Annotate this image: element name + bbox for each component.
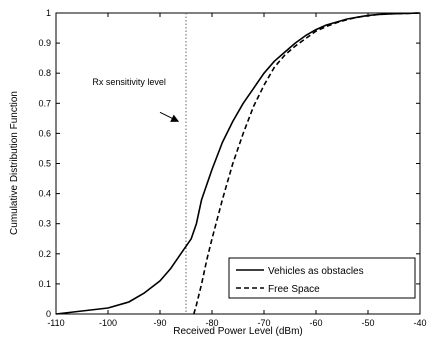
x-tick-label: -40 — [413, 318, 426, 328]
series-layer — [55, 12, 421, 315]
annotation: Rx sensitivity level — [92, 77, 180, 122]
x-tick-label: -80 — [205, 318, 218, 328]
y-axis-ticks: 0 0.1 0.2 0.3 0.4 0.5 0.6 0.7 0.8 0.9 1 — [38, 8, 420, 319]
y-tick-label: 0.2 — [38, 249, 51, 259]
y-axis-label: Cumulative Distribution Function — [9, 91, 20, 235]
y-tick-label: 0 — [46, 309, 51, 319]
y-tick-label: 0.9 — [38, 38, 51, 48]
y-tick-label: 0.3 — [38, 219, 51, 229]
x-axis-ticks: -110 -100 -90 -80 -70 -60 -50 -40 — [47, 13, 427, 328]
legend-label-freespace: Free Space — [268, 284, 320, 295]
y-tick-label: 0.4 — [38, 189, 51, 199]
x-tick-label: -90 — [153, 318, 166, 328]
y-tick-label: 0.8 — [38, 68, 51, 78]
y-tick-label: 0.1 — [38, 279, 51, 289]
x-tick-label: -110 — [47, 318, 64, 328]
legend-box — [228, 257, 416, 299]
x-tick-label: -100 — [99, 318, 117, 328]
y-tick-label: 0.6 — [38, 128, 51, 138]
annotation-arrow — [159, 111, 180, 122]
x-tick-label: -70 — [257, 318, 270, 328]
x-tick-label: -60 — [309, 318, 322, 328]
x-axis-label: Received Power Level (dBm) — [173, 326, 303, 337]
y-tick-label: 0.7 — [38, 98, 51, 108]
y-tick-label: 1 — [46, 8, 51, 18]
series-line-freespace — [193, 12, 421, 315]
y-tick-label: 0.5 — [38, 159, 51, 169]
legend: Vehicles as obstacles Free Space — [228, 257, 416, 299]
annotation-text: Rx sensitivity level — [92, 77, 166, 87]
x-tick-label: -50 — [361, 318, 374, 328]
legend-label-vehicles: Vehicles as obstacles — [268, 266, 364, 277]
